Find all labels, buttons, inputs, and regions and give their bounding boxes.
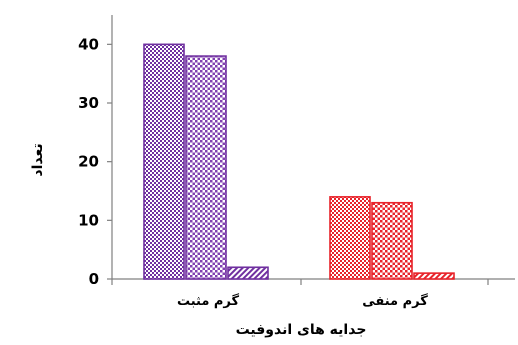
x-ticks — [111, 279, 489, 285]
bar — [227, 266, 269, 280]
y-axis-title: تعداد — [30, 143, 46, 176]
x-category-label: گرم منفی — [362, 293, 428, 309]
y-ticks: 0 10 20 30 40 — [78, 35, 112, 288]
bar — [143, 43, 185, 280]
bar — [329, 196, 371, 280]
category-labels: گرم مثبت گرم منفی — [177, 293, 428, 309]
y-tick-label: 10 — [78, 211, 99, 229]
bar — [185, 55, 227, 280]
bars — [143, 43, 455, 280]
y-tick-label: 0 — [89, 270, 99, 288]
x-category-label: گرم مثبت — [177, 293, 240, 309]
x-axis-title: جدایه های اندوفیت — [236, 322, 367, 338]
y-tick-label: 30 — [78, 94, 99, 112]
y-tick-label: 40 — [78, 35, 99, 53]
bar — [413, 272, 455, 280]
bar — [371, 201, 413, 280]
y-tick-label: 20 — [78, 153, 99, 171]
